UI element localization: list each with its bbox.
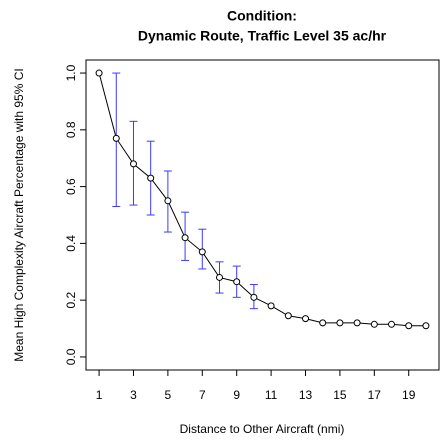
data-point xyxy=(250,293,258,301)
y-tick-label: 1.0 xyxy=(64,64,78,81)
x-tick-label: 5 xyxy=(165,388,172,402)
plot-frame xyxy=(85,59,440,371)
x-tick-label: 11 xyxy=(265,388,278,402)
y-tick-label: 0.0 xyxy=(64,348,78,365)
data-point xyxy=(95,69,103,77)
data-point xyxy=(388,320,396,328)
x-tick-label: 3 xyxy=(130,388,137,402)
y-tick-label: 0.6 xyxy=(64,178,78,195)
x-tick-label: 13 xyxy=(299,388,313,402)
data-point xyxy=(284,312,292,320)
data-point xyxy=(405,322,413,330)
x-tick-label: 17 xyxy=(368,388,382,402)
y-axis-label: Mean High Complexity Aircraft Percentage… xyxy=(12,68,26,361)
chart-subtitle: Dynamic Route, Traffic Level 35 ac/hr xyxy=(138,28,387,44)
x-tick-label: 19 xyxy=(402,388,416,402)
y-tick-label: 0.2 xyxy=(64,292,78,309)
data-point xyxy=(198,248,206,256)
data-point xyxy=(319,319,327,327)
x-tick-label: 1 xyxy=(96,388,103,402)
data-point xyxy=(215,273,223,281)
data-point xyxy=(422,322,430,330)
data-point xyxy=(129,160,137,168)
y-tick-label: 0.4 xyxy=(64,235,78,252)
data-point xyxy=(112,134,120,142)
data-point xyxy=(164,197,172,205)
data-point xyxy=(267,302,275,310)
data-line xyxy=(98,72,426,327)
data-point xyxy=(302,315,310,323)
y-tick-label: 0.8 xyxy=(64,121,78,138)
data-point xyxy=(370,320,378,328)
x-tick-label: 15 xyxy=(333,388,347,402)
data-point xyxy=(233,278,241,286)
x-tick-label: 7 xyxy=(199,388,206,402)
data-point xyxy=(353,319,361,327)
x-tick-label: 9 xyxy=(233,388,240,402)
data-point xyxy=(147,174,155,182)
x-axis-label: Distance to Other Aircraft (nmi) xyxy=(180,422,345,436)
chart-title: Condition: xyxy=(227,8,297,24)
data-point xyxy=(181,234,189,242)
data-point xyxy=(336,319,344,327)
